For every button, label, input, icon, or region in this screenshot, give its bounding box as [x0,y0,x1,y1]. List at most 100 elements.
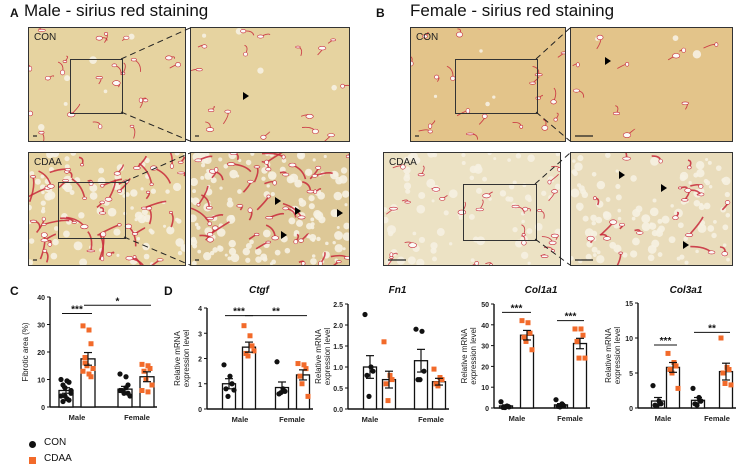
fat-vacuole [571,256,574,261]
fat-vacuole [515,153,522,159]
fat-vacuole [574,162,583,171]
data-point-cdaa [80,368,86,374]
data-point-cdaa [720,370,726,376]
significance-label: ** [708,323,716,334]
fat-vacuole [166,226,175,235]
fat-vacuole [482,176,488,182]
fat-vacuole [426,178,436,188]
data-point-con [362,311,368,318]
data-point-cdaa [673,363,679,369]
vessel-lumen [149,182,154,186]
fat-vacuole [582,215,589,222]
chart-title: Fn1 [389,285,407,296]
significance-label: *** [660,336,672,347]
vessel-lumen [99,200,105,205]
vessel-lumen [38,131,45,135]
fat-vacuole [175,217,179,222]
fat-vacuole [555,153,560,157]
panel-label-a: A [10,6,19,20]
fat-vacuole [78,212,85,219]
vessel-lumen [282,206,289,211]
vessel-lumen [345,154,349,159]
vessel-lumen [622,156,631,161]
fat-vacuole [448,189,458,199]
fat-vacuole [116,253,120,257]
condition-label-cdaa: CDAA [389,157,417,168]
fat-vacuole [312,158,316,162]
vessel-lumen [474,261,479,265]
fat-vacuole [431,199,435,203]
fat-vacuole [197,249,202,254]
fat-vacuole [488,197,492,201]
vessel-lumen [243,51,248,57]
y-axis-label: Fibrotic area (%) [21,322,30,381]
vessel-lumen [636,230,644,235]
arrowhead-icon [295,207,301,215]
y-axis-label-line: expression level [613,327,622,385]
fat-vacuole [63,230,70,238]
vessel-lumen [550,99,557,105]
vessel-lumen [47,183,55,189]
fat-vacuole [617,216,622,221]
vessel-lumen [612,111,621,116]
fat-vacuole [697,223,707,233]
fat-vacuole [412,231,417,236]
vessel-lumen [482,193,491,199]
panel-b-title: Female - sirius red staining [410,1,615,20]
fat-vacuole [641,222,651,232]
data-point-con [690,385,696,391]
data-point-cdaa [529,347,535,353]
fat-vacuole [224,253,228,257]
data-point-cdaa [149,382,155,388]
fat-vacuole [683,236,689,241]
fat-vacuole [548,195,553,200]
legend-con-label: CON [44,437,67,448]
data-point-cdaa [519,318,525,324]
fat-vacuole [29,259,33,265]
vessel-lumen [130,58,137,62]
category-label: Female [557,414,583,423]
fat-vacuole [79,258,88,265]
fat-vacuole [722,243,727,247]
y-tick-label: 10 [625,336,633,343]
fat-vacuole [37,124,45,131]
vessel-lumen [206,232,214,237]
vessel-lumen [113,171,121,176]
vessel-lumen [260,134,267,140]
zoom-guide-line [535,27,571,60]
y-tick-label: 0.0 [333,407,343,414]
zoom-region-box [58,182,126,239]
y-tick-label: 0 [41,405,45,412]
vessel-lumen [330,38,337,42]
zoom-guide-lines [120,27,571,266]
data-point-cdaa [90,366,96,371]
fat-vacuole [52,238,59,246]
vessel-lumen [60,69,66,76]
data-point-cdaa [389,377,395,383]
data-point-cdaa [523,338,529,344]
data-point-cdaa [86,327,92,333]
fat-vacuole [580,188,587,195]
fat-vacuole [404,172,410,179]
fat-vacuole [432,256,437,262]
vessel-lumen [265,216,274,220]
fat-vacuole [261,176,266,181]
fat-vacuole [726,257,730,262]
vessel-lumen [123,35,130,40]
y-tick-label: 50 [481,302,489,309]
fat-vacuole [334,244,343,253]
data-point-con [68,387,74,394]
vessel-lumen [400,164,406,170]
fat-vacuole [596,180,606,190]
data-point-cdaa [82,360,88,366]
vessel-lumen [229,153,238,156]
panel-a-title: Male - sirius red staining [24,1,209,20]
vessel-lumen [340,83,345,89]
vessel-lumen [207,108,215,113]
data-point-cdaa [139,388,145,393]
data-point-cdaa [383,381,389,387]
data-point-con [498,399,504,405]
y-tick-label: 30 [37,323,45,330]
vessel-lumen [106,252,112,257]
fat-vacuole [405,188,411,194]
